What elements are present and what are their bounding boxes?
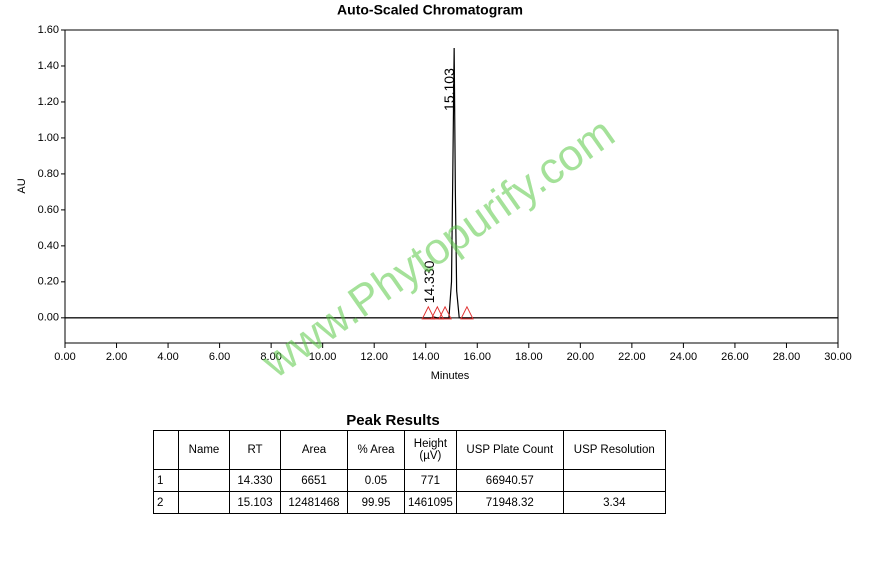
y-tick-label: 0.40: [38, 240, 59, 252]
x-tick-label: 12.00: [360, 351, 388, 363]
x-tick-label: 24.00: [670, 351, 698, 363]
x-tick-label: 16.00: [464, 351, 492, 363]
integration-marker: [421, 305, 436, 320]
table-cell: 3.34: [562, 491, 666, 514]
y-tick-label: 1.60: [38, 24, 59, 36]
table-cell: 1461095: [404, 491, 457, 514]
header-cell: [153, 430, 179, 470]
x-tick-label: 4.00: [157, 351, 178, 363]
y-tick-label: 0.20: [38, 276, 59, 288]
integration-marker: [430, 305, 445, 320]
table-cell: 1: [153, 469, 179, 492]
x-tick-label: 2.00: [106, 351, 127, 363]
x-tick-label: 22.00: [618, 351, 646, 363]
integration-marker: [438, 305, 452, 320]
header-cell: % Area: [347, 430, 405, 470]
y-tick-label: 0.00: [38, 312, 59, 324]
table-cell: [178, 469, 230, 492]
header-cell: USP Plate Count: [455, 430, 564, 470]
table-row: 2 15.103 12481468 99.95 1461095 71948.32 3.34: [153, 491, 666, 514]
table-cell: 6651: [280, 469, 348, 492]
x-tick-label: 8.00: [260, 351, 281, 363]
table-cell: 66940.57: [455, 469, 564, 492]
header-cell: USP Resolution: [562, 430, 666, 470]
table-cell: [178, 491, 230, 514]
y-tick-label: 0.60: [38, 204, 59, 216]
table-cell: 71948.32: [455, 491, 564, 514]
header-cell: Name: [178, 430, 230, 470]
x-axis-label: Minutes: [431, 370, 470, 382]
plot-frame: [64, 29, 839, 344]
table-cell: 15.103: [229, 491, 281, 514]
y-tick-label: 1.00: [38, 132, 59, 144]
table-cell: 14.330: [229, 469, 281, 492]
table-row: 1 14.330 6651 0.05 771 66940.57: [153, 469, 666, 492]
table-title: Peak Results: [346, 412, 440, 429]
x-tick-label: 0.00: [54, 351, 75, 363]
header-cell: Height (µV): [404, 430, 457, 470]
table-cell: 12481468: [280, 491, 348, 514]
y-tick-label: 0.80: [38, 168, 59, 180]
x-tick-label: 6.00: [209, 351, 230, 363]
table-cell: 2: [153, 491, 179, 514]
table-cell: 0.05: [347, 469, 405, 492]
integration-marker: [460, 305, 474, 320]
x-tick-label: 26.00: [721, 351, 749, 363]
peak-label: 14.330: [421, 260, 437, 303]
peak-table: Name RT Area% Area Height (µV) USP Plate Cou…: [153, 430, 666, 514]
y-tick-label: 1.40: [38, 60, 59, 72]
x-tick-label: 18.00: [515, 351, 543, 363]
header-row: Name RT Area% Area Height (µV) USP Plate Cou…: [153, 430, 666, 470]
table-cell: 771: [404, 469, 457, 492]
x-tick-label: 20.00: [567, 351, 595, 363]
peak-label: 15.103: [441, 68, 457, 111]
chart-title: Auto-Scaled Chromatogram: [337, 2, 523, 18]
y-axis-label: AU: [16, 178, 28, 193]
x-tick-label: 10.00: [309, 351, 337, 363]
y-tick-label: 1.20: [38, 96, 59, 108]
header-cell: Area: [280, 430, 348, 470]
header-cell: RT: [229, 430, 281, 470]
x-tick-label: 30.00: [824, 351, 852, 363]
x-tick-label: 28.00: [773, 351, 801, 363]
table-cell: [562, 469, 666, 492]
x-tick-label: 14.00: [412, 351, 440, 363]
table-cell: 99.95: [347, 491, 405, 514]
